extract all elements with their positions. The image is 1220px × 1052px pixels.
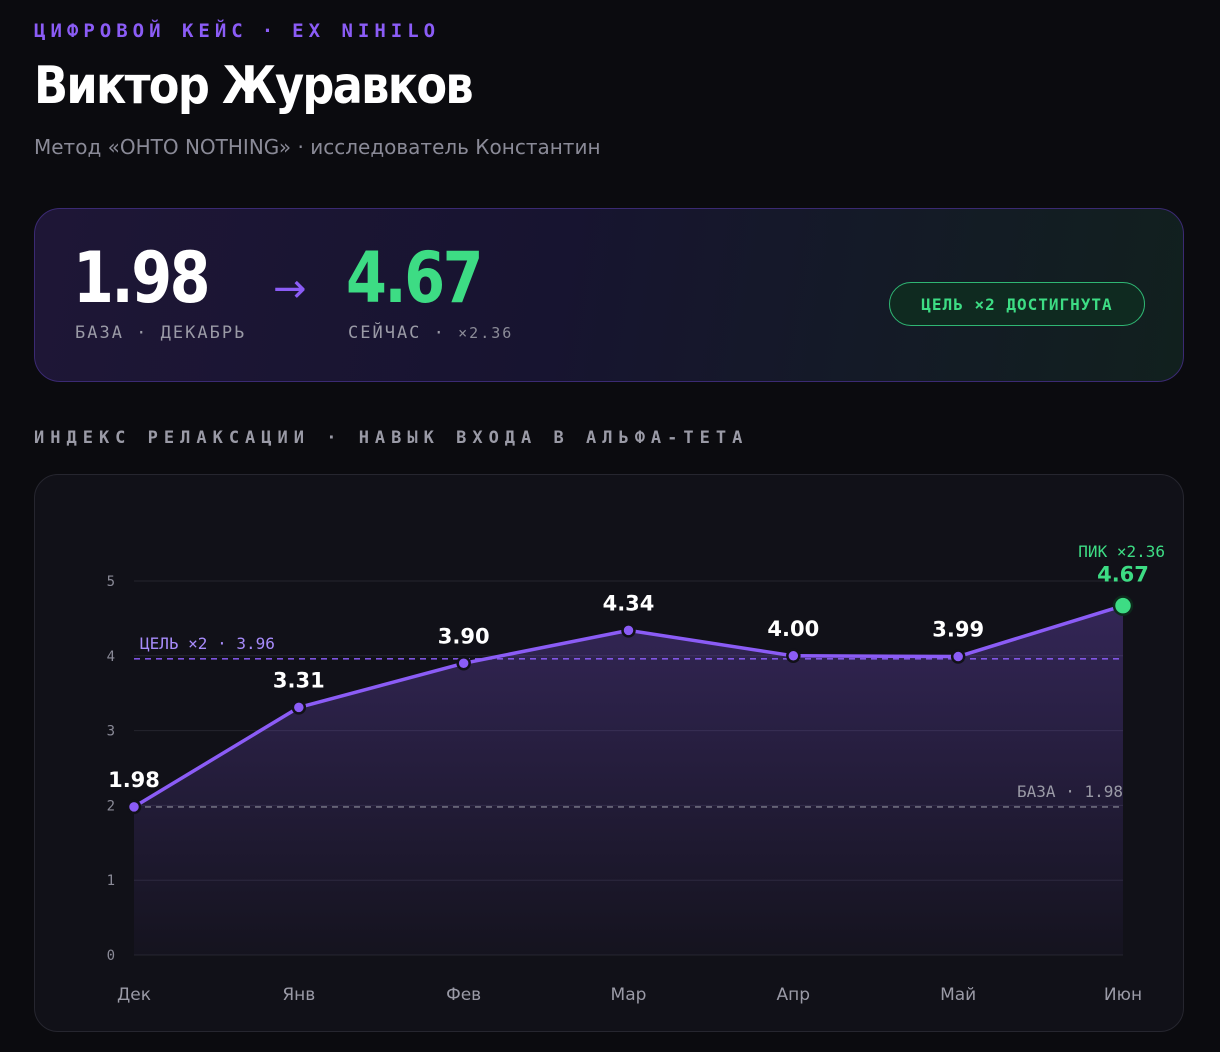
data-point [456, 656, 471, 671]
data-label: 1.98 [108, 768, 160, 792]
x-tick-label: Мар [611, 985, 647, 1005]
current-multiplier: ×2.36 [458, 324, 514, 342]
current-label: СЕЙЧАС · ×2.36 [348, 323, 513, 343]
data-label: 4.34 [603, 591, 655, 615]
peak-annotation: ПИК ×2.36 [1078, 542, 1165, 561]
base-value: 1.98 [73, 237, 211, 319]
eyebrow: ЦИФРОВОЙ КЕЙС · EX NIHILO [34, 20, 440, 42]
peak-data-point [1112, 595, 1134, 616]
eyebrow-brand: EX NIHILO [292, 20, 441, 42]
series-area-fill [134, 605, 1123, 955]
x-tick-label: Дек [117, 985, 151, 1005]
data-point [950, 649, 966, 664]
y-tick-label: 4 [107, 649, 115, 665]
data-label: 3.90 [438, 624, 490, 648]
data-label: 4.00 [767, 617, 819, 641]
data-label: 3.31 [273, 668, 325, 692]
y-tick-label: 5 [107, 574, 115, 590]
chart-card: 0 1 2 3 4 5 ЦЕЛЬ ×2 · 3.96 БАЗА · 1.98 1.98 Дек 3.… [34, 474, 1184, 1032]
y-tick-label: 0 [107, 948, 115, 964]
data-point [126, 799, 142, 815]
x-tick-label: Май [940, 985, 976, 1005]
base-label: БАЗА · ДЕКАБРЬ [75, 323, 247, 343]
data-label: 4.67 [1097, 563, 1149, 587]
base-reference-label: БАЗА · 1.98 [1017, 782, 1123, 801]
data-point [291, 700, 307, 715]
x-tick-label: Янв [282, 985, 315, 1005]
page-subtitle: Метод «OHTO NOTHING» · исследователь Кон… [34, 135, 601, 159]
goal-reference-label: ЦЕЛЬ ×2 · 3.96 [140, 634, 275, 653]
data-label: 3.99 [932, 618, 984, 642]
x-tick-label: Июн [1104, 985, 1142, 1005]
data-point [786, 648, 801, 664]
arrow-right-icon: → [273, 266, 307, 312]
current-label-text: СЕЙЧАС · [348, 323, 446, 343]
chart-section-title: ИНДЕКС РЕЛАКСАЦИИ · НАВЫК ВХОДА В АЛЬФА-… [34, 428, 749, 448]
eyebrow-case-label: ЦИФРОВОЙ КЕЙС [34, 20, 248, 42]
x-tick-label: Фев [446, 985, 481, 1005]
eyebrow-separator: · [261, 20, 279, 42]
goal-achieved-badge: ЦЕЛЬ ×2 ДОСТИГНУТА [889, 282, 1145, 326]
data-point [621, 623, 636, 638]
stat-card: 1.98 БАЗА · ДЕКАБРЬ → 4.67 СЕЙЧАС · ×2.3… [34, 208, 1184, 382]
relaxation-index-chart: 0 1 2 3 4 5 ЦЕЛЬ ×2 · 3.96 БАЗА · 1.98 1.98 Дек 3.… [107, 542, 1165, 1005]
x-tick-label: Апр [777, 985, 811, 1005]
y-tick-label: 1 [107, 873, 115, 889]
y-tick-label: 2 [107, 798, 115, 814]
page-title: Виктор Журавков [34, 56, 474, 116]
y-tick-label: 3 [107, 724, 115, 740]
current-value: 4.67 [346, 237, 484, 319]
